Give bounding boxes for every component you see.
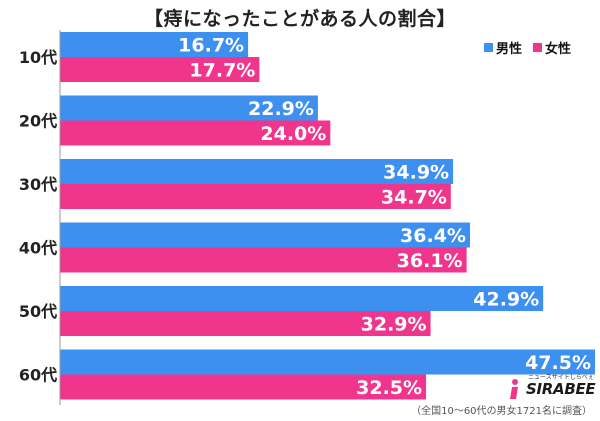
bar-male — [60, 286, 544, 311]
data-label: 24.0% — [260, 123, 326, 145]
category-label: 30代 — [19, 175, 57, 194]
data-label: 34.9% — [383, 162, 449, 184]
legend-male: 男性 — [484, 38, 522, 57]
category-label: 40代 — [19, 239, 57, 258]
bar-female — [60, 120, 331, 146]
bar-male — [60, 222, 470, 248]
logo-text: SIRABEE — [526, 380, 596, 398]
bar-male — [60, 159, 454, 184]
legend-female: 女性 — [533, 38, 571, 57]
sirabee-logo: ニュースサイトしらべぇ SIRABEE — [504, 374, 596, 400]
legend-male-label: 男性 — [496, 42, 523, 57]
data-label: 32.9% — [361, 314, 427, 336]
category-label: 20代 — [19, 112, 57, 131]
data-label: 47.5% — [525, 352, 591, 374]
bar-female — [60, 184, 451, 209]
logo-subtitle: ニュースサイトしらべぇ — [528, 374, 594, 381]
survey-note: （全国10～60代の男女1721名に調査） — [411, 406, 592, 417]
data-label: 36.4% — [400, 225, 466, 247]
data-label: 17.7% — [189, 60, 255, 82]
category-label: 10代 — [19, 48, 57, 67]
logo-mark-icon — [510, 379, 518, 399]
data-label: 42.9% — [473, 289, 539, 311]
legend-female-label: 女性 — [545, 42, 572, 57]
bar-male — [60, 95, 318, 121]
legend-male-swatch — [484, 43, 493, 52]
data-label: 22.9% — [248, 98, 314, 120]
bar-male — [60, 32, 249, 57]
data-label: 34.7% — [381, 187, 447, 209]
data-label: 36.1% — [397, 250, 463, 272]
bar-male — [60, 349, 595, 375]
data-label: 16.7% — [178, 35, 244, 57]
category-label: 60代 — [19, 366, 57, 385]
legend-female-swatch — [533, 43, 542, 52]
data-label: 32.5% — [356, 377, 422, 399]
bar-female — [60, 247, 467, 273]
bar-female — [60, 57, 260, 82]
chart-title: 【痔になったことがある人の割合】 — [143, 8, 456, 30]
bar-female — [60, 311, 431, 336]
bar-female — [60, 374, 427, 400]
category-label: 50代 — [19, 302, 57, 321]
